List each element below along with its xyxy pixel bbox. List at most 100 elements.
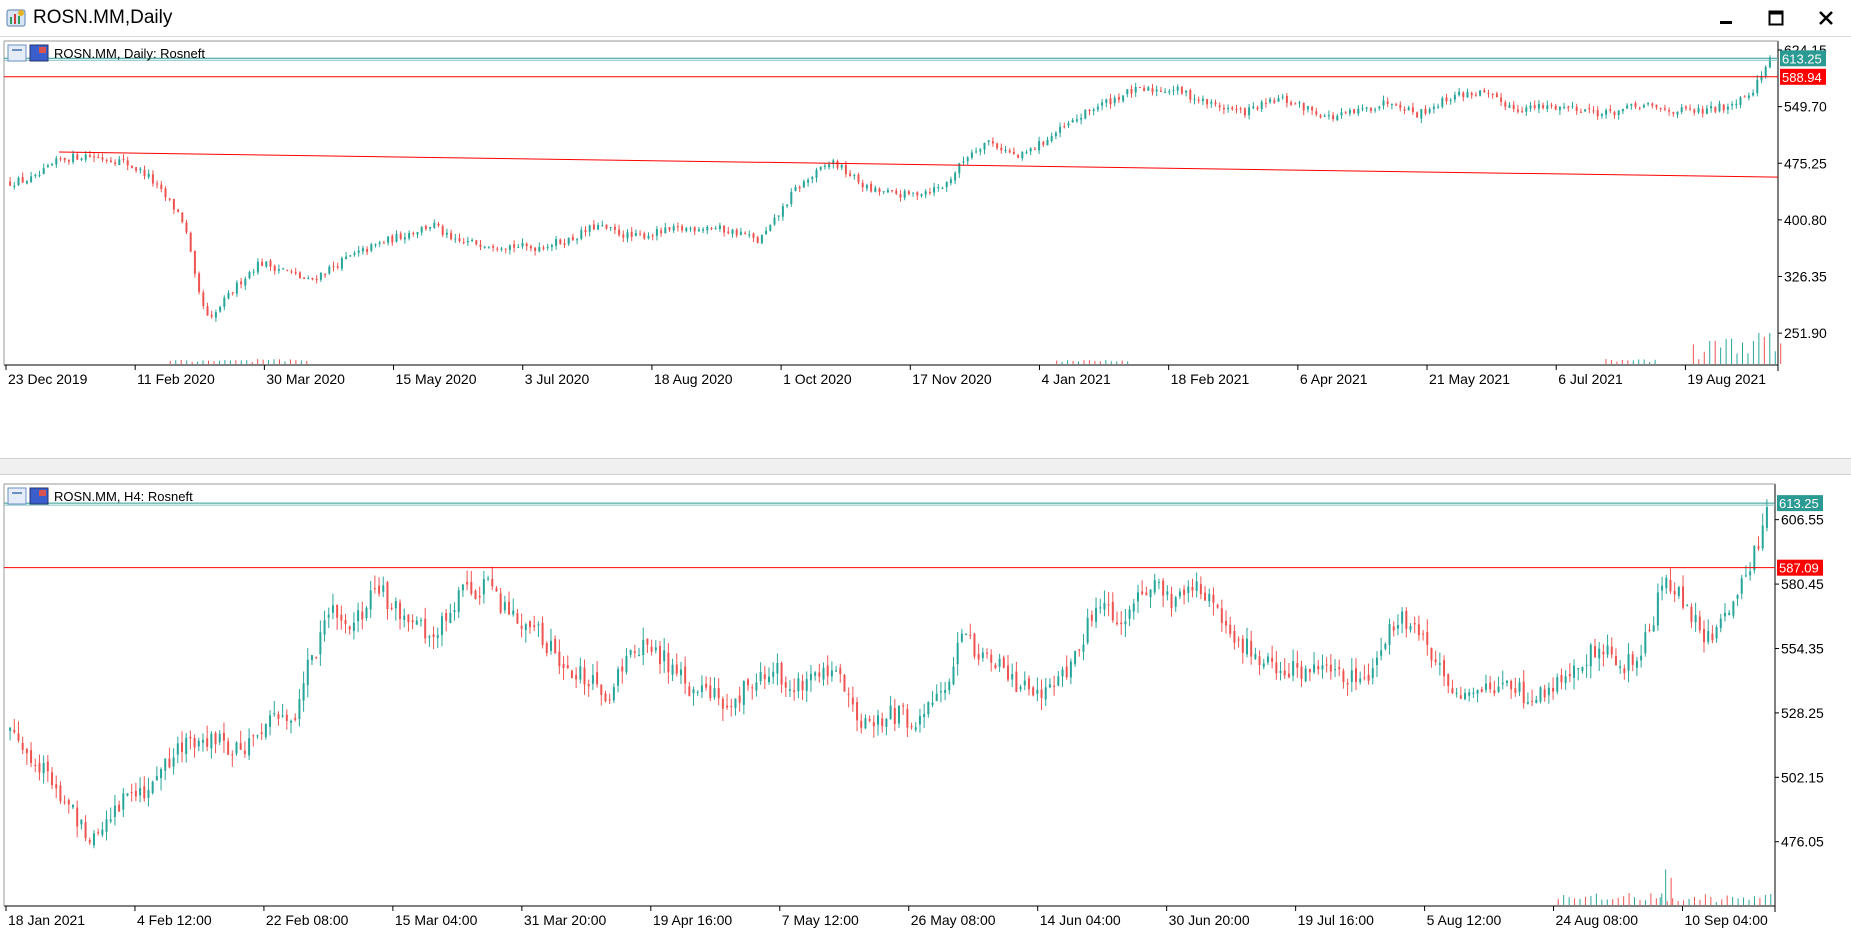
candle-body bbox=[1644, 632, 1647, 654]
candle-body bbox=[1413, 623, 1416, 625]
candle-body bbox=[344, 620, 347, 625]
candle-body bbox=[798, 187, 801, 189]
y-tick-label: 528.25 bbox=[1781, 705, 1824, 721]
candle-body bbox=[668, 227, 671, 230]
candle-body bbox=[290, 720, 293, 723]
candle-body bbox=[1229, 624, 1232, 635]
candle-body bbox=[365, 607, 368, 618]
candle-body bbox=[1575, 106, 1578, 111]
candle-body bbox=[558, 651, 561, 667]
candle-body bbox=[1189, 89, 1192, 100]
candle-body bbox=[290, 271, 293, 273]
candle-body bbox=[1676, 111, 1679, 115]
candle-body bbox=[1577, 668, 1580, 670]
candle-body bbox=[357, 610, 360, 622]
candle-body bbox=[76, 154, 79, 160]
h4-chart[interactable]: 606.55 580.45 554.35 528.25 502.15 476.05 18 J… bbox=[0, 475, 1851, 933]
candle-body bbox=[903, 191, 906, 198]
candle-body bbox=[534, 247, 537, 252]
candle-body bbox=[1120, 622, 1123, 625]
candle-body bbox=[193, 737, 196, 748]
candle-body bbox=[1768, 57, 1771, 68]
candle-body bbox=[1216, 604, 1219, 608]
candle-body bbox=[63, 801, 66, 803]
candle-body bbox=[59, 785, 62, 802]
candle-body bbox=[223, 297, 226, 307]
candle-body bbox=[1504, 102, 1507, 107]
candle-body bbox=[1663, 108, 1666, 110]
candle-body bbox=[256, 261, 259, 273]
candle-body bbox=[705, 683, 708, 688]
candle-body bbox=[689, 228, 692, 230]
minimize-button[interactable] bbox=[1701, 0, 1751, 36]
candle-body bbox=[499, 593, 502, 613]
candle-body bbox=[445, 232, 448, 235]
candle-body bbox=[1208, 593, 1211, 602]
candle-body bbox=[1006, 665, 1009, 680]
candle-body bbox=[156, 183, 159, 185]
candle-body bbox=[1147, 87, 1150, 91]
candle-body bbox=[1044, 687, 1047, 700]
candle-body bbox=[21, 742, 24, 750]
candle-body bbox=[51, 772, 54, 786]
window-titlebar: ROSN.MM,Daily bbox=[0, 0, 1851, 37]
candle-body bbox=[475, 240, 478, 245]
candle-body bbox=[1220, 608, 1223, 623]
candle-body bbox=[877, 715, 880, 725]
candle-body bbox=[592, 224, 595, 230]
candle-body bbox=[227, 741, 230, 755]
chart-title: ROSN.MM, H4: Rosneft bbox=[54, 489, 193, 504]
candle-body bbox=[101, 157, 104, 160]
h4-chart-window[interactable]: 606.55 580.45 554.35 528.25 502.15 476.05 18 J… bbox=[0, 475, 1851, 933]
candle-body bbox=[647, 235, 650, 239]
close-button[interactable] bbox=[1801, 0, 1851, 36]
daily-chart-window[interactable]: 624.15 549.70 475.25 400.80 326.35 251.90 23 D… bbox=[0, 38, 1851, 458]
candle-body bbox=[525, 243, 528, 247]
candle-body bbox=[663, 650, 666, 662]
candle-body bbox=[84, 154, 87, 160]
x-tick-label: 23 Dec 2019 bbox=[8, 371, 88, 387]
x-tick-label: 14 Jun 04:00 bbox=[1040, 912, 1121, 928]
candle-body bbox=[1472, 692, 1475, 694]
candle-body bbox=[973, 633, 976, 657]
candle-body bbox=[113, 805, 116, 817]
candle-body bbox=[897, 705, 900, 724]
candle-body bbox=[42, 168, 45, 175]
candle-body bbox=[1363, 677, 1366, 679]
candle-body bbox=[345, 256, 348, 259]
candle-body bbox=[675, 664, 678, 674]
chart-splitter[interactable] bbox=[0, 458, 1851, 475]
level-price-label: 587.09 bbox=[1779, 561, 1819, 576]
candle-body bbox=[1483, 90, 1486, 93]
candle-body bbox=[642, 639, 645, 655]
candle-body bbox=[1004, 149, 1007, 151]
candle-body bbox=[1417, 624, 1420, 636]
current-price-label: 613.25 bbox=[1779, 496, 1819, 511]
candle-body bbox=[1159, 90, 1162, 92]
candle-body bbox=[151, 781, 154, 793]
candle-body bbox=[928, 192, 931, 194]
candle-body bbox=[164, 758, 167, 771]
candle-body bbox=[189, 232, 192, 252]
candle-body bbox=[1390, 104, 1393, 106]
candle-body bbox=[1300, 666, 1303, 679]
candle-body bbox=[601, 225, 604, 227]
x-tick-label: 4 Jan 2021 bbox=[1041, 371, 1110, 387]
candle-body bbox=[730, 705, 733, 707]
maximize-button[interactable] bbox=[1751, 0, 1801, 36]
candle-body bbox=[1447, 673, 1450, 686]
candle-body bbox=[563, 243, 566, 245]
candle-body bbox=[805, 679, 808, 691]
candle-body bbox=[1585, 664, 1588, 666]
y-tick-label: 554.35 bbox=[1781, 640, 1824, 656]
candle-body bbox=[751, 687, 754, 689]
candle-body bbox=[1195, 581, 1198, 591]
candle-body bbox=[1464, 692, 1467, 700]
candle-body bbox=[671, 664, 674, 675]
y-tick-label: 400.80 bbox=[1784, 212, 1827, 228]
candle-body bbox=[403, 237, 406, 240]
candle-body bbox=[1723, 612, 1726, 617]
candle-body bbox=[788, 689, 791, 691]
candle-body bbox=[231, 292, 234, 294]
